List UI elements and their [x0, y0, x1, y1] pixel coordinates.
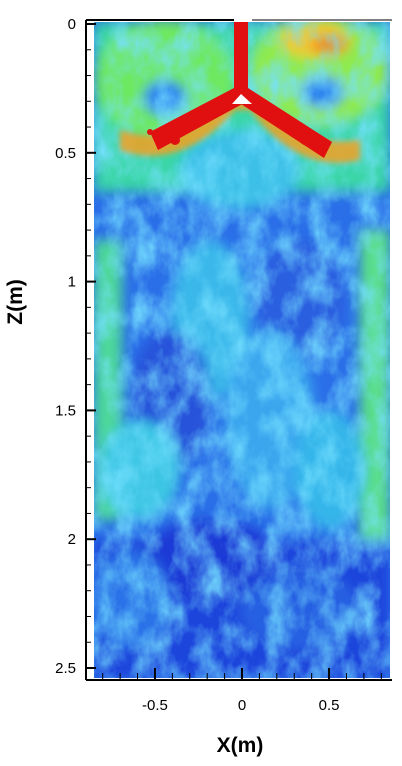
y-tick-label: 1.5 [55, 402, 76, 419]
x-tick-label: -0.5 [142, 697, 168, 714]
jet-speckles [147, 124, 324, 154]
jet-notch [232, 94, 252, 104]
plot-area [94, 22, 390, 678]
nozzle-gap [228, 8, 234, 22]
jet [147, 22, 332, 158]
y-tick-label: 2.5 [55, 660, 76, 677]
turbulence-texture [94, 22, 390, 678]
x-tick-label: 0.5 [319, 697, 340, 714]
y-tick-label: 1 [68, 274, 76, 291]
x-ticks: -0.5 0 0.5 [102, 668, 382, 714]
jet-stem [234, 22, 248, 100]
jet-arm-left [150, 88, 246, 150]
hot-band [120, 98, 360, 163]
y-tick-label: 0 [68, 16, 76, 33]
y-axis-title: Z(m) [4, 279, 27, 325]
y-tick-label: 2 [68, 531, 76, 548]
y-tick-label: 0.5 [55, 145, 76, 162]
y-ticks: 0 0.5 1 1.5 2 2.5 [55, 16, 96, 677]
x-tick-label: 0 [238, 697, 246, 714]
x-axis-title: X(m) [217, 734, 264, 757]
nozzle-gap-right [248, 8, 254, 22]
